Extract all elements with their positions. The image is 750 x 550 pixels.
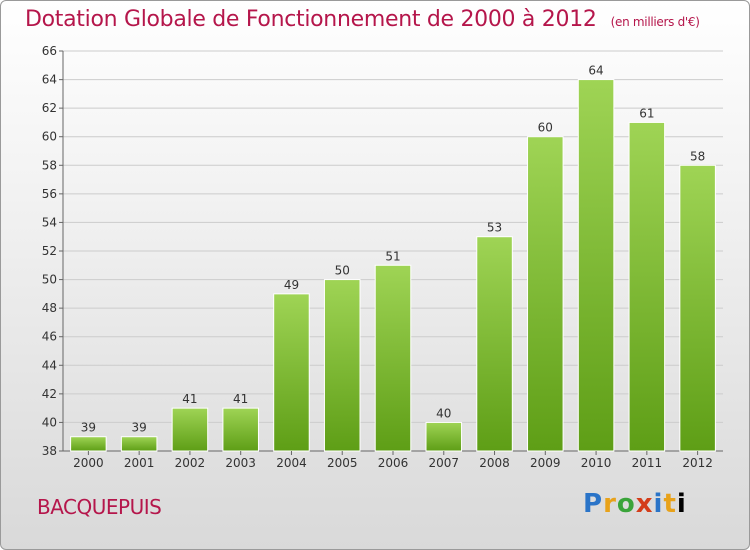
bar xyxy=(374,264,412,452)
y-tick-label: 42 xyxy=(42,387,57,401)
y-tick-label: 54 xyxy=(42,215,57,229)
y-tick-label: 44 xyxy=(42,358,57,372)
data-label: 39 xyxy=(132,421,147,435)
bar xyxy=(70,436,107,452)
bar xyxy=(273,293,310,452)
logo-letter: P xyxy=(583,489,604,519)
x-tick-label: 2011 xyxy=(632,456,663,470)
proxiti-logo: Proxiti xyxy=(583,489,687,519)
commune-name: BACQUEPUIS xyxy=(37,495,162,519)
y-tick-label: 58 xyxy=(42,158,57,172)
y-tick-label: 40 xyxy=(42,415,57,429)
data-label: 53 xyxy=(487,221,502,235)
x-axis: 2000 2001 2002 2003 2004 2005 2006 2007 2008 2009… xyxy=(73,451,713,470)
bar xyxy=(476,236,513,452)
logo-letter: o xyxy=(616,489,636,519)
data-label: 58 xyxy=(690,149,705,163)
data-label: 61 xyxy=(639,106,654,120)
data-label: 40 xyxy=(436,406,451,420)
bar xyxy=(120,436,158,452)
bar xyxy=(577,79,615,452)
x-tick-label: 2003 xyxy=(225,456,256,470)
x-tick-label: 2010 xyxy=(581,456,612,470)
bars xyxy=(70,79,716,452)
data-label: 41 xyxy=(233,392,248,406)
y-tick-label: 56 xyxy=(42,187,57,201)
data-label: 50 xyxy=(335,264,350,278)
x-tick-label: 2006 xyxy=(378,456,409,470)
y-tick-label: 64 xyxy=(42,73,57,87)
y-tick-label: 66 xyxy=(42,44,57,58)
data-label: 41 xyxy=(182,392,197,406)
y-tick-label: 38 xyxy=(42,444,57,458)
chart-subtitle: (en milliers d'€) xyxy=(610,15,700,29)
data-label: 49 xyxy=(284,278,299,292)
bar xyxy=(171,407,209,452)
x-tick-label: 2007 xyxy=(428,456,459,470)
data-labels: 39 39 41 41 49 50 51 40 53 60 64 61 58 xyxy=(81,64,706,435)
x-tick-label: 2009 xyxy=(530,456,561,470)
data-label: 51 xyxy=(385,249,400,263)
data-label: 60 xyxy=(538,121,553,135)
chart-title-text: Dotation Globale de Fonctionnement de 20… xyxy=(25,7,597,32)
x-tick-label: 2000 xyxy=(73,456,104,470)
x-tick-label: 2004 xyxy=(276,456,307,470)
bar xyxy=(222,407,259,452)
bar xyxy=(628,121,666,452)
x-tick-label: 2012 xyxy=(682,456,713,470)
bar xyxy=(323,279,361,452)
x-tick-label: 2001 xyxy=(124,456,155,470)
logo-letter: t xyxy=(663,489,677,519)
logo-letter: x xyxy=(635,489,654,519)
bar xyxy=(527,136,564,452)
chart-title: Dotation Globale de Fonctionnement de 20… xyxy=(25,7,700,32)
data-label: 39 xyxy=(81,421,96,435)
logo-letter: r xyxy=(603,489,617,519)
y-tick-label: 48 xyxy=(42,301,57,315)
y-tick-label: 52 xyxy=(42,244,57,258)
y-tick-label: 50 xyxy=(42,273,57,287)
bar xyxy=(679,164,716,452)
bar xyxy=(425,421,463,452)
x-tick-label: 2005 xyxy=(327,456,358,470)
y-tick-label: 62 xyxy=(42,101,57,115)
y-tick-label: 60 xyxy=(42,130,57,144)
x-tick-label: 2002 xyxy=(175,456,206,470)
data-label: 64 xyxy=(588,64,603,78)
logo-letter: i xyxy=(676,489,687,519)
x-tick-label: 2008 xyxy=(479,456,510,470)
y-tick-label: 46 xyxy=(42,330,57,344)
logo-letter: i xyxy=(653,489,664,519)
